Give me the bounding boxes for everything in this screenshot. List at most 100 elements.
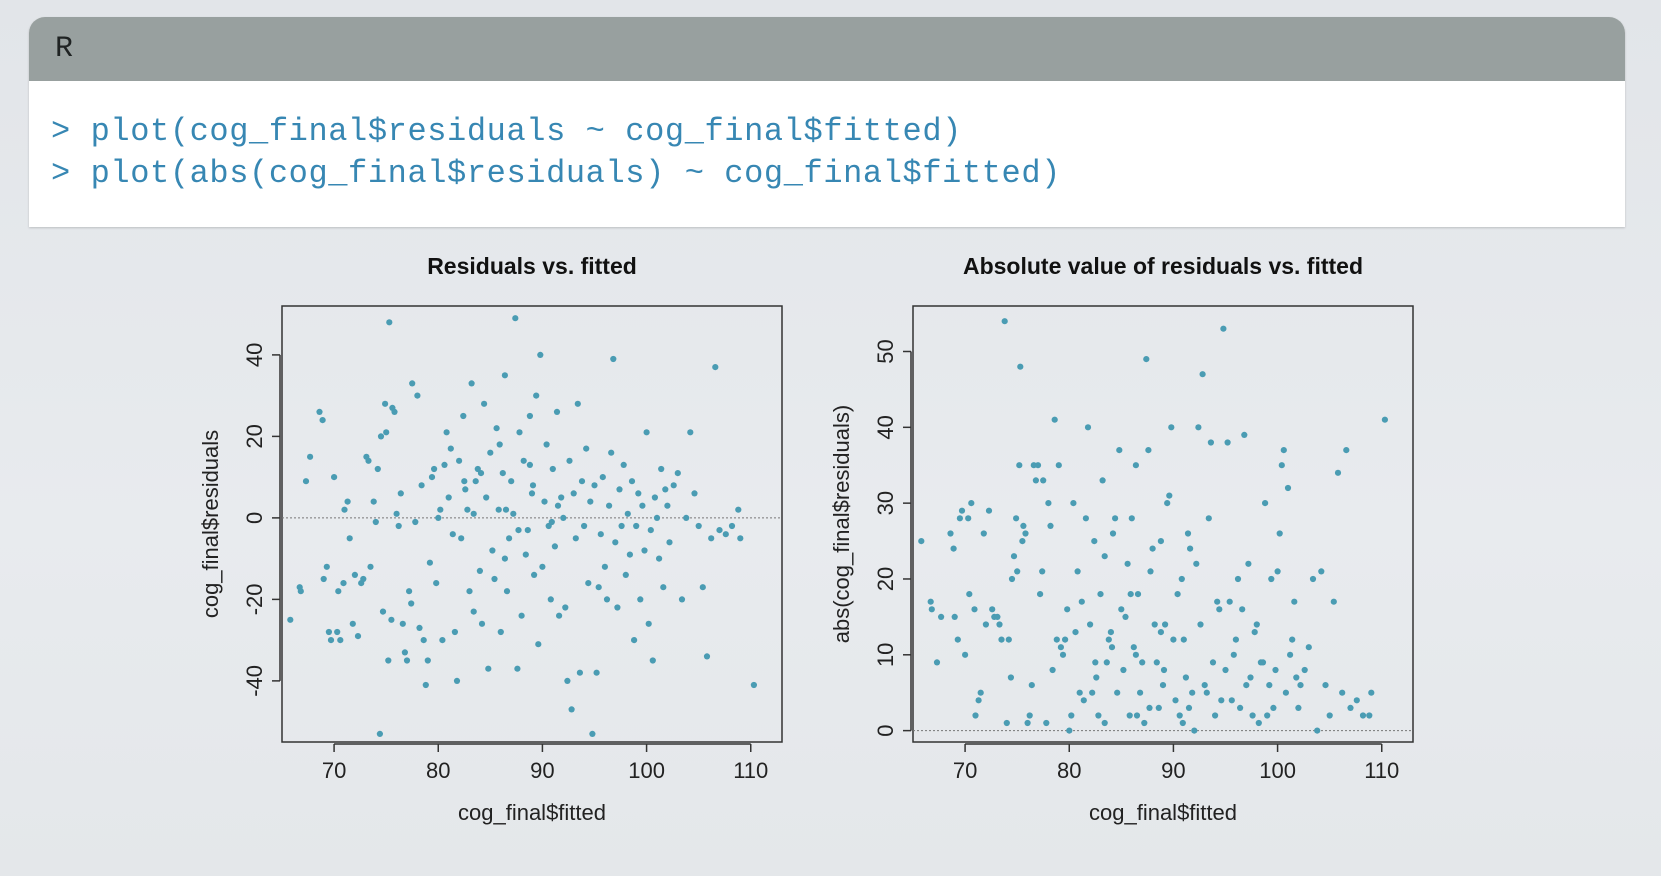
data-point (1297, 682, 1304, 689)
x-tick-label: 70 (322, 758, 346, 783)
data-point (1274, 568, 1281, 575)
data-point (1082, 515, 1089, 522)
data-point (472, 478, 479, 485)
data-point (574, 400, 581, 407)
data-point (716, 527, 723, 534)
data-point (566, 457, 573, 464)
data-point (1162, 621, 1169, 628)
data-point (1222, 666, 1229, 674)
data-point (439, 637, 446, 644)
data-point (1330, 598, 1337, 605)
data-point (1153, 659, 1160, 666)
data-point (346, 535, 353, 542)
data-point (597, 531, 604, 538)
data-point (518, 612, 525, 619)
data-point (501, 555, 508, 562)
data-point (578, 478, 586, 485)
data-point (691, 490, 698, 497)
data-point (1197, 621, 1204, 628)
data-point (435, 514, 442, 521)
data-point (451, 628, 458, 636)
data-point (535, 641, 542, 648)
data-point (954, 636, 961, 643)
data-point (722, 531, 729, 538)
data-point (541, 498, 548, 505)
data-point (470, 608, 477, 615)
data-point (1028, 682, 1035, 689)
data-point (428, 474, 436, 481)
data-point (994, 613, 1001, 620)
data-point (412, 518, 419, 526)
data-point (1118, 606, 1125, 613)
data-point (1179, 719, 1186, 727)
data-point (1241, 431, 1248, 438)
data-point (683, 514, 690, 521)
y-tick-label: 50 (873, 339, 898, 363)
data-point (418, 482, 425, 489)
plots-area: Residuals vs. fitted 70 80 90 100 110 cog_fina… (0, 238, 1661, 838)
data-point (406, 588, 413, 595)
data-point (1141, 719, 1148, 727)
data-point (1191, 727, 1198, 734)
data-point (393, 510, 400, 517)
data-point (980, 530, 987, 537)
code-block-header: R (29, 17, 1625, 81)
data-point (1259, 659, 1267, 666)
data-point (610, 355, 617, 363)
data-point (1120, 666, 1127, 674)
data-point (420, 637, 427, 644)
data-point (1032, 477, 1039, 484)
data-point (374, 465, 381, 473)
data-point (660, 584, 667, 591)
data-point (1168, 424, 1175, 431)
data-point (1010, 553, 1018, 560)
data-point (1228, 697, 1235, 704)
data-point (1255, 719, 1262, 727)
data-point (1251, 629, 1258, 636)
data-point (376, 730, 383, 737)
data-point (1289, 636, 1296, 643)
data-point (966, 591, 973, 598)
data-point (662, 486, 669, 493)
data-point (631, 637, 638, 644)
data-point (975, 697, 982, 704)
data-point (401, 649, 408, 656)
data-point (388, 616, 395, 623)
x-tick-label: 90 (1161, 758, 1185, 783)
data-point (460, 412, 467, 420)
data-point (1207, 439, 1214, 446)
data-point (628, 478, 636, 485)
data-point (497, 628, 504, 636)
data-point (728, 522, 736, 530)
data-point (1093, 674, 1100, 681)
data-point (1326, 712, 1333, 719)
data-point (674, 470, 681, 477)
data-point (556, 612, 563, 619)
data-point (302, 478, 310, 485)
data-point (1109, 530, 1117, 537)
data-point (1130, 644, 1137, 651)
data-point (1128, 515, 1135, 522)
data-point (1047, 522, 1054, 529)
data-point (1014, 568, 1021, 575)
data-point (520, 457, 527, 464)
data-point (1101, 553, 1108, 560)
data-point (493, 425, 500, 432)
data-point (1062, 636, 1069, 643)
data-point (1105, 636, 1112, 643)
data-point (1253, 621, 1260, 628)
data-point (526, 412, 534, 420)
data-point (591, 482, 598, 489)
y-tick-label: 20 (873, 567, 898, 591)
data-point (1268, 575, 1275, 583)
data-point (1020, 522, 1027, 529)
data-point (560, 514, 567, 521)
data-point (551, 543, 559, 550)
data-point (503, 588, 511, 595)
data-point (1295, 704, 1302, 711)
data-point (349, 620, 356, 627)
chart-title: Absolute value of residuals vs. fitted (963, 253, 1363, 279)
data-point (699, 584, 706, 591)
data-point (499, 470, 506, 477)
data-point (1160, 666, 1168, 674)
